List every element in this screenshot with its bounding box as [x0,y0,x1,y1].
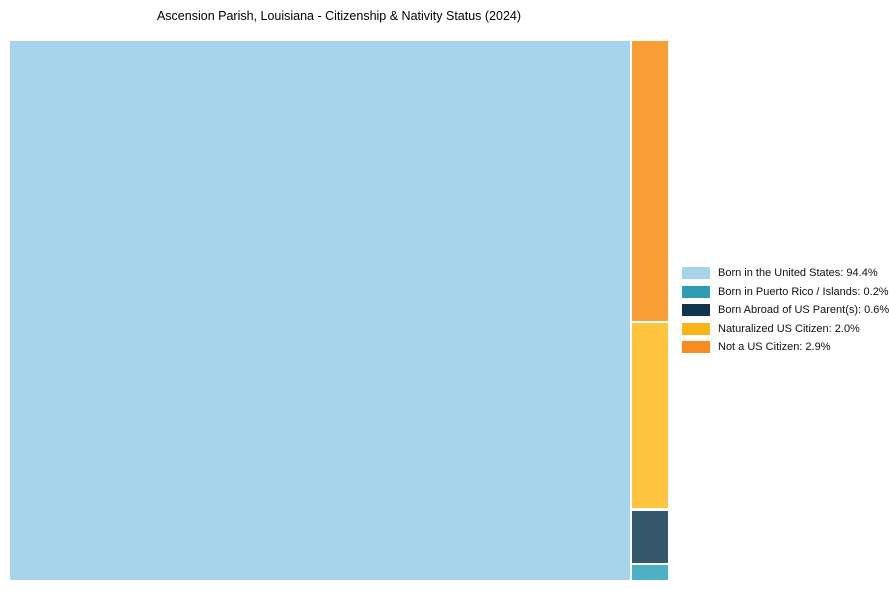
treemap-tile-naturalized-us-citizen [632,323,668,508]
chart-title: Ascension Parish, Louisiana - Citizenshi… [156,9,522,23]
chart-legend: Born in the United States: 94.4% Born in … [682,267,889,360]
legend-row-not-a-us-citizen: Not a US Citizen: 2.9% [682,341,889,353]
legend-swatch-icon [682,322,710,335]
legend-row-born-abroad-of-us-parent-s: Born Abroad of US Parent(s): 0.6% [682,304,889,316]
legend-label: Born in the United States: 94.4% [718,267,878,279]
treemap-tile-born-in-the-united-states [10,41,630,580]
legend-label: Not a US Citizen: 2.9% [718,341,831,353]
legend-label: Born in Puerto Rico / Islands: 0.2% [718,285,889,298]
legend-label: Born Abroad of US Parent(s): 0.6% [718,304,889,316]
legend-swatch-icon [682,267,710,279]
legend-swatch-icon [682,341,710,353]
legend-label: Naturalized US Citizen: 2.0% [718,322,860,335]
legend-swatch-icon [682,304,710,316]
legend-swatch-icon [682,285,710,298]
legend-row-naturalized-us-citizen: Naturalized US Citizen: 2.0% [682,322,889,335]
treemap-plot-area [10,41,668,580]
legend-row-born-in-puerto-rico-islands: Born in Puerto Rico / Islands: 0.2% [682,285,889,298]
legend-row-born-in-the-united-states: Born in the United States: 94.4% [682,267,889,279]
treemap-tile-not-a-us-citizen [632,41,668,321]
treemap-tile-born-abroad-of-us-parent-s [632,511,668,563]
treemap-tile-born-in-puerto-rico-islands [632,565,668,580]
